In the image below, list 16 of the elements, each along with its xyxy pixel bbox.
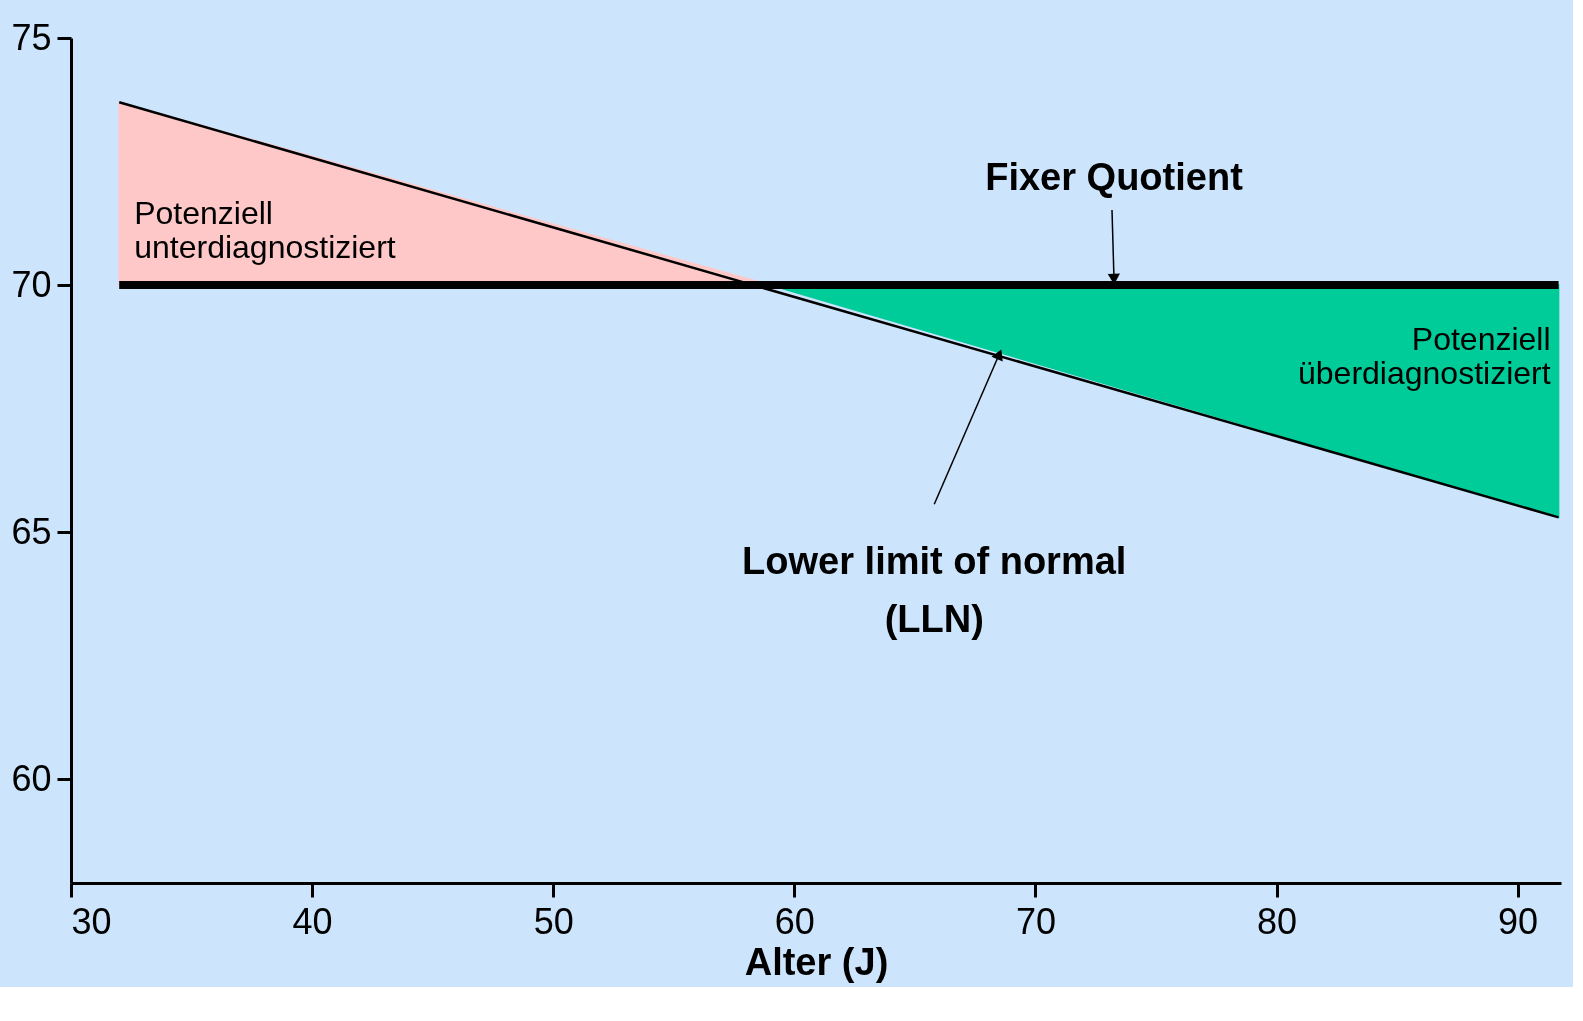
y-tick-label: 70 [11, 263, 52, 305]
y-tick-label: 60 [11, 757, 52, 799]
x-tick-label: 90 [1498, 900, 1539, 942]
x-tick-label: 30 [71, 900, 112, 942]
ref-line-label: Fixer Quotient [985, 156, 1244, 199]
y-tick-label: 65 [11, 510, 52, 552]
x-tick-label: 80 [1256, 900, 1298, 942]
series-label: Potenziell unterdiagnostiziert [134, 194, 396, 265]
x-axis-title: Alter (J) [744, 940, 889, 983]
x-tick-label: 50 [533, 900, 574, 942]
x-tick-label: 60 [774, 900, 815, 942]
annotation: Lower limit of normal (LLN) [742, 540, 1127, 641]
series-label: Potenziell überdiagnostiziert [1298, 321, 1551, 392]
x-tick-label: 40 [292, 900, 333, 942]
x-tick-label: 70 [1015, 900, 1056, 942]
y-tick-label: 75 [11, 16, 52, 58]
